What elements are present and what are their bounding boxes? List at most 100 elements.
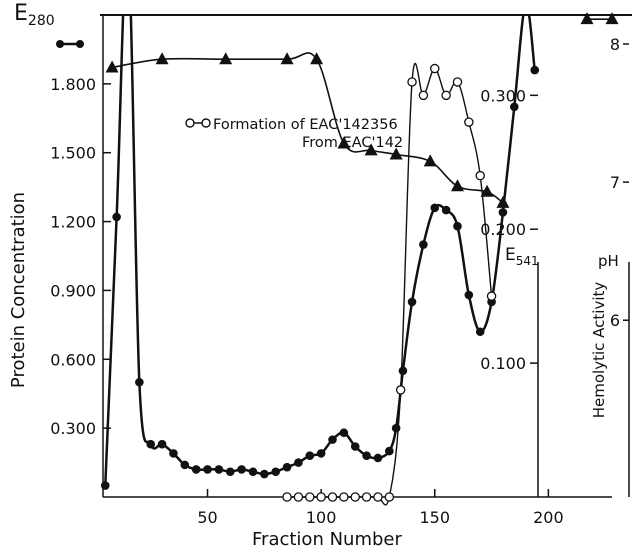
hemolytic-point <box>418 90 429 101</box>
legend-text-line2: From EAC'142 <box>302 135 403 151</box>
e280-point <box>294 458 303 467</box>
series-markers <box>100 12 619 502</box>
legend-open-circle <box>185 118 195 128</box>
hemolytic-point <box>327 492 338 502</box>
e280-point <box>271 467 280 477</box>
series-lines <box>104 15 612 506</box>
e280-point <box>407 297 417 307</box>
hemolytic-point <box>395 385 406 395</box>
ph-tick-label: 7 <box>610 173 620 192</box>
x-tick-label: 150 <box>419 508 450 527</box>
ph-point <box>480 184 494 197</box>
e280-point <box>225 467 235 477</box>
x-tick-label: 200 <box>533 508 564 527</box>
e280-point <box>214 465 224 474</box>
e280-point <box>316 449 326 458</box>
hemolytic-tick-label: 0.100 <box>480 354 526 373</box>
e280-key-dot <box>76 40 84 48</box>
e280-point <box>430 203 440 213</box>
hemolytic-point <box>384 492 395 502</box>
y-tick-label: 0.900 <box>50 281 96 300</box>
e280-point <box>362 451 371 460</box>
e280-point <box>237 465 246 474</box>
e280-point <box>475 327 485 337</box>
e280-point <box>385 446 394 456</box>
e280-point <box>441 205 451 215</box>
hemolytic-point <box>350 492 360 502</box>
hemolytic-point <box>316 492 326 502</box>
e280-point <box>135 377 144 387</box>
axes: 0.300 0.600 0.900 1.200 1.500 1.800 50 100 150 20… <box>50 14 632 527</box>
e280-point <box>509 102 519 112</box>
e280-point <box>180 460 190 470</box>
ph-point <box>423 154 437 167</box>
e280-point <box>260 469 269 479</box>
ph-point <box>450 179 464 192</box>
e280-point <box>248 467 258 477</box>
ph-point <box>389 147 403 160</box>
e280-key-dot <box>56 40 64 48</box>
e280-point <box>373 453 383 463</box>
legend-open-circle <box>201 118 211 128</box>
hemolytic-tick-label: 0.200 <box>480 220 526 239</box>
hemolytic-point <box>407 77 417 87</box>
e280-point <box>398 366 408 376</box>
legend: Formation of EAC'142356 From EAC'142 <box>185 117 403 151</box>
hemolytic-point <box>361 492 372 502</box>
ph-point <box>310 52 324 65</box>
ph-point <box>155 52 169 65</box>
ph-tick-label: 6 <box>610 311 620 330</box>
hemolytic-point <box>282 492 292 502</box>
ph-tick-label: 8 <box>610 35 620 54</box>
x-tick-label: 50 <box>197 508 217 527</box>
e280-point <box>453 221 462 231</box>
e280-point <box>157 439 167 449</box>
hemolytic-point <box>441 90 451 101</box>
e280-point <box>464 290 474 300</box>
hemolytic-point <box>305 492 315 502</box>
hemolytic-point <box>339 492 349 502</box>
ph-axis-title: pH <box>598 252 619 270</box>
e280-point <box>530 65 540 75</box>
legend-text-line1: Formation of EAC'142356 <box>213 117 398 133</box>
y-tick-label: 1.500 <box>50 144 96 163</box>
ph-point <box>280 52 294 65</box>
e280-series-line <box>104 15 536 486</box>
y-tick-label: 1.800 <box>50 75 96 94</box>
hemolytic-point <box>373 492 383 502</box>
e280-point <box>350 442 360 451</box>
e280-point <box>305 451 315 460</box>
e280-axis-title: E280 <box>14 1 55 29</box>
ph-point <box>364 143 378 156</box>
hemolytic-tick-label: 0.300 <box>480 86 526 105</box>
hemolytic-point <box>293 492 304 502</box>
e280-point <box>391 423 401 433</box>
e280-point <box>339 428 349 438</box>
y-tick-label: 0.300 <box>50 419 96 438</box>
y-tick-label: 1.200 <box>50 213 96 232</box>
y-axis-label: Protein Concentration <box>8 192 29 388</box>
e280-point <box>146 439 156 449</box>
e280-point <box>203 465 212 474</box>
e280-point <box>191 465 201 474</box>
e280-point <box>282 462 292 472</box>
e280-point <box>169 449 178 458</box>
ph-point <box>219 52 233 65</box>
ph-point <box>580 12 594 25</box>
hemolytic-point <box>452 77 463 87</box>
ph-point <box>605 12 619 25</box>
hemolytic-point <box>430 63 440 74</box>
e280-point <box>498 208 508 217</box>
hemolytic-point <box>486 291 497 301</box>
hemolytic-point <box>475 170 485 181</box>
y-tick-label: 0.600 <box>50 350 96 369</box>
e280-point <box>419 240 428 249</box>
e280-point <box>328 435 337 444</box>
ph-point <box>496 195 510 208</box>
ph-point <box>105 60 119 73</box>
ph-point <box>337 136 351 149</box>
x-axis-label: Fraction Number <box>252 529 402 549</box>
x-tick-label: 100 <box>306 508 337 527</box>
e280-point <box>112 212 121 222</box>
